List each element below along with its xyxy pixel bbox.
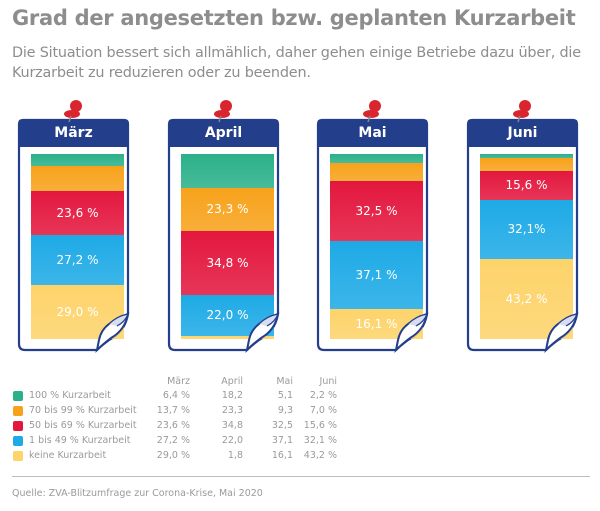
table-cell: 5,1	[277, 390, 293, 401]
month-label: April	[204, 125, 243, 141]
data-label: 37,1 %	[355, 267, 398, 282]
table-cell: 29,0 %	[156, 450, 190, 461]
bar-segment	[31, 165, 124, 192]
data-label: 23,6 %	[56, 206, 99, 221]
data-label: 43,2 %	[505, 292, 548, 307]
legend-swatch	[13, 436, 23, 446]
month-card: Juni 15,6 % 32,1% 43,2 %	[466, 100, 579, 354]
table-cell: 32,1 %	[303, 435, 337, 446]
table-cell: 15,6 %	[303, 420, 337, 431]
stacked-bar: 32,5 % 37,1 % 16,1 %	[330, 154, 423, 339]
table-cell: 16,1	[271, 450, 293, 461]
data-label: 15,6 %	[505, 178, 548, 193]
table-column-header: April	[221, 376, 243, 387]
bar-segment: 23,3 %	[181, 187, 274, 231]
bar-segment	[480, 154, 573, 159]
table-column-header: Mai	[276, 376, 293, 387]
page-curl-icon	[544, 312, 579, 354]
bar-segment	[31, 154, 124, 166]
month-label: Juni	[507, 125, 538, 141]
page-curl-icon	[245, 312, 280, 354]
table-cell: 22,0	[221, 435, 243, 446]
data-label: 29,0 %	[56, 305, 99, 320]
table-row: 100 % Kurzarbeit 6,4 % 18,2 5,1 2,2 %	[0, 390, 600, 405]
data-label: 16,1 %	[355, 317, 398, 332]
table-cell: 32,5	[271, 420, 293, 431]
legend-swatch	[13, 451, 23, 461]
table-row: keine Kurzarbeit 29,0 % 1,8 16,1 43,2 %	[0, 450, 600, 465]
month-label: März	[54, 125, 93, 141]
bar-segment: 15,6 %	[480, 171, 573, 200]
table-cell: 13,7 %	[156, 405, 190, 416]
bar-segment	[480, 158, 573, 171]
legend-label: 100 % Kurzarbeit	[29, 390, 111, 401]
bar-segment: 23,6 %	[31, 191, 124, 235]
bar-segment	[181, 154, 274, 188]
bar-segment	[330, 154, 423, 164]
data-label: 32,1%	[507, 222, 546, 237]
bar-segment: 32,5 %	[330, 180, 423, 241]
table-cell: 23,6 %	[156, 420, 190, 431]
bar-segment	[181, 335, 274, 339]
stacked-bar: 23,6 % 27,2 % 29,0 %	[31, 154, 124, 339]
data-label: 34,8 %	[206, 255, 249, 270]
bar-segment: 34,8 %	[181, 230, 274, 295]
bar-segment	[330, 163, 423, 181]
pushpin-icon	[513, 100, 531, 123]
table-cell: 37,1	[271, 435, 293, 446]
month-card: März 23,6 % 27,2 % 29,0 %	[17, 100, 130, 354]
pushpin-icon	[363, 100, 381, 123]
legend-label: 50 bis 69 % Kurzarbeit	[29, 420, 137, 431]
source-note: Quelle: ZVA-Blitzumfrage zur Corona-Kris…	[12, 488, 263, 499]
legend-label: 70 bis 99 % Kurzarbeit	[29, 405, 137, 416]
table-cell: 2,2 %	[309, 390, 337, 401]
chart-title: Grad der angesetzten bzw. geplanten Kurz…	[12, 6, 576, 30]
table-cell: 27,2 %	[156, 435, 190, 446]
bar-segment: 32,1%	[480, 199, 573, 260]
table-cell: 43,2 %	[303, 450, 337, 461]
stacked-bar-cards: März 23,6 % 27,2 % 29,0 % April 23,3 % 34,8 % 2…	[17, 100, 579, 354]
table-cell: 6,4 %	[162, 390, 190, 401]
page-curl-icon	[394, 312, 429, 354]
table-row: 70 bis 99 % Kurzarbeit 13,7 % 23,3 9,3 7,0 %	[0, 405, 600, 420]
data-label: 23,3 %	[206, 202, 249, 217]
legend-label: 1 bis 49 % Kurzarbeit	[29, 435, 131, 446]
legend-swatch	[13, 391, 23, 401]
month-card: Mai 32,5 % 37,1 % 16,1 %	[316, 100, 429, 354]
table-cell: 23,3	[221, 405, 243, 416]
table-row: 1 bis 49 % Kurzarbeit 27,2 % 22,0 37,1 32,1 …	[0, 435, 600, 450]
table-row: 50 bis 69 % Kurzarbeit 23,6 % 34,8 32,5 15,6…	[0, 420, 600, 435]
stacked-bar: 23,3 % 34,8 % 22,0 %	[181, 154, 274, 339]
table-cell: 1,8	[227, 450, 243, 461]
table-column-header: Juni	[319, 376, 337, 387]
bar-segment: 27,2 %	[31, 234, 124, 286]
bar-segment: 37,1 %	[330, 240, 423, 310]
divider	[12, 476, 590, 477]
pushpin-icon	[64, 100, 82, 123]
table-cell: 18,2	[221, 390, 243, 401]
month-label: Mai	[358, 125, 387, 141]
data-label: 32,5 %	[355, 203, 398, 218]
page-curl-icon	[95, 312, 130, 354]
legend-swatch	[13, 421, 23, 431]
table-column-header: März	[167, 376, 190, 387]
table-cell: 9,3	[277, 405, 293, 416]
table-cell: 7,0 %	[309, 405, 337, 416]
table-cell: 34,8	[221, 420, 243, 431]
month-card: April 23,3 % 34,8 % 22,0 %	[167, 100, 280, 354]
legend-label: keine Kurzarbeit	[29, 450, 107, 461]
legend-swatch	[13, 406, 23, 416]
data-label: 27,2 %	[56, 253, 99, 268]
data-label: 22,0 %	[206, 308, 249, 323]
pushpin-icon	[214, 100, 232, 123]
chart-subtitle: Die Situation bessert sich allmählich, d…	[12, 45, 581, 81]
